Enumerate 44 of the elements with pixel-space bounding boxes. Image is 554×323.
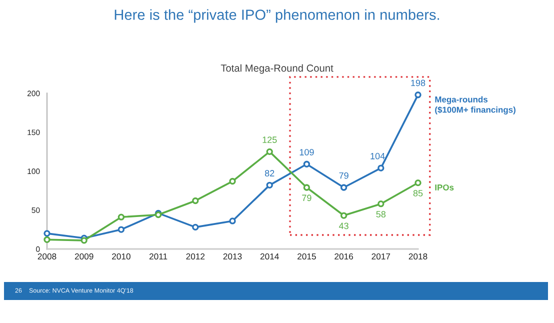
- data-label: 79: [339, 172, 348, 179]
- data-label: 109: [300, 149, 314, 156]
- x-tick-label: 2009: [74, 253, 94, 260]
- point: [303, 160, 310, 168]
- x-tick-label: 2010: [112, 253, 130, 260]
- data-label: 125: [262, 136, 277, 143]
- point: [266, 182, 273, 188]
- x-tick-label: 2014: [260, 253, 279, 260]
- data-label: 43: [338, 222, 348, 230]
- x-tick-label: 2015: [298, 253, 316, 260]
- point: [118, 226, 125, 233]
- point: [44, 236, 50, 243]
- point: [266, 148, 273, 156]
- chart-title: Here is the “private IPO” phenomenon in numbers.: [114, 9, 440, 23]
- point: [303, 184, 310, 191]
- data-label: 198: [411, 80, 426, 86]
- point: [192, 224, 199, 231]
- chart-subtitle: Total Mega-Round Count: [220, 64, 334, 74]
- x-tick-label: 2018: [408, 253, 428, 260]
- x-tick-label: 2013: [223, 253, 242, 260]
- data-label: 104: [370, 152, 385, 160]
- data-label: 58: [376, 211, 386, 218]
- point: [340, 212, 348, 219]
- point: [378, 200, 384, 208]
- point: [80, 237, 88, 244]
- x-tick-label: 2008: [38, 253, 56, 260]
- point: [192, 197, 199, 204]
- point: [229, 178, 236, 185]
- series-label: IPOs: [435, 184, 454, 190]
- x-tick-label: 2012: [186, 253, 205, 260]
- data-label: 85: [413, 190, 423, 196]
- point: [414, 92, 422, 98]
- point: [414, 179, 422, 186]
- x-tick-label: 2011: [149, 253, 168, 260]
- point: [340, 184, 348, 191]
- x-tick-label: 2017: [372, 253, 390, 260]
- point: [118, 214, 125, 220]
- data-label: 82: [264, 170, 274, 176]
- point: [378, 164, 384, 172]
- x-tick-label: 2016: [334, 253, 353, 260]
- series-label: Mega-rounds ($100M+ financings): [435, 96, 516, 114]
- point: [229, 218, 236, 224]
- data-label: 79: [302, 194, 312, 202]
- point: [44, 230, 50, 237]
